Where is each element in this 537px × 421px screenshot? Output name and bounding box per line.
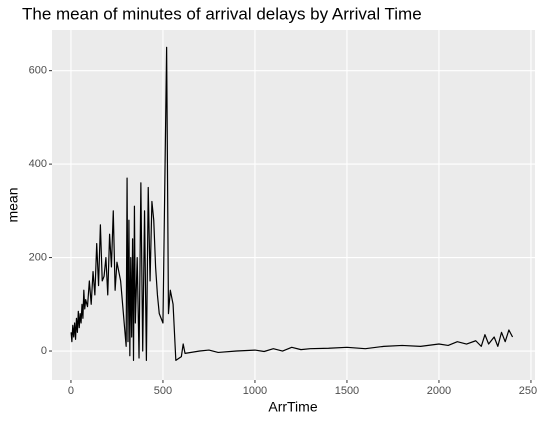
x-tick-label: 2000 <box>427 385 451 397</box>
panel <box>52 30 535 380</box>
x-tick-label: 2500 <box>519 385 537 397</box>
y-tick-label: 600 <box>29 65 47 77</box>
chart-title: The mean of minutes of arrival delays by… <box>22 4 422 23</box>
line <box>70 46 514 361</box>
x-tick-label: 500 <box>154 385 172 397</box>
x-axis-label: ArrTime <box>268 399 317 415</box>
y-tick-label: 400 <box>29 158 47 170</box>
y-tick-label: 0 <box>41 345 47 357</box>
x-tick-label: 0 <box>68 385 74 397</box>
x-tick-label: 1500 <box>335 385 359 397</box>
x-tick-label: 1000 <box>243 385 267 397</box>
y-tick-label: 200 <box>29 251 47 263</box>
y-axis-label: mean <box>5 187 21 222</box>
